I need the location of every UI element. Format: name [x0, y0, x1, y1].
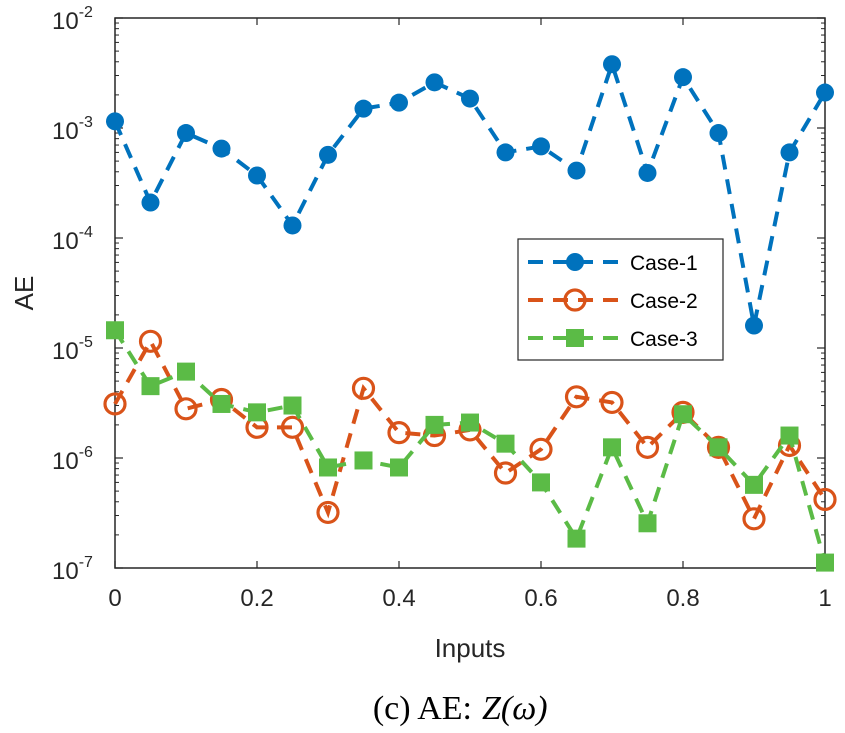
data-point — [248, 403, 266, 422]
data-point — [106, 112, 124, 131]
data-point — [174, 397, 198, 421]
data-point — [390, 458, 408, 477]
data-point — [813, 487, 837, 512]
legend-marker — [563, 288, 587, 312]
data-point — [138, 329, 163, 353]
legend-box — [517, 238, 724, 361]
series-case-1 — [106, 55, 834, 335]
legend-label: Case-1 — [630, 252, 698, 275]
x-tick-label: 0.2 — [240, 585, 273, 612]
data-point — [780, 143, 799, 162]
y-tick-label: 10-7 — [52, 554, 93, 585]
data-point — [248, 166, 266, 185]
data-point — [567, 161, 586, 180]
data-point — [635, 435, 660, 459]
data-point — [283, 216, 302, 235]
data-point — [706, 435, 731, 459]
data-point — [532, 137, 550, 156]
data-point — [603, 55, 621, 74]
x-tick-label: 1 — [818, 585, 831, 612]
x-tick-label: 0.6 — [524, 585, 557, 612]
y-tick-label: 10-6 — [52, 444, 93, 475]
legend-marker — [566, 253, 584, 271]
legend-label: Case-2 — [630, 290, 698, 313]
data-point — [780, 426, 799, 445]
data-point — [816, 83, 834, 102]
x-tick-label: 0.8 — [666, 585, 699, 612]
data-point — [745, 475, 763, 494]
data-point — [387, 421, 411, 445]
data-point — [529, 437, 553, 461]
series-case-2 — [103, 329, 837, 531]
data-point — [106, 321, 124, 340]
data-point — [425, 415, 444, 434]
data-point — [638, 514, 657, 533]
data-point — [496, 143, 515, 162]
data-point — [674, 68, 692, 87]
legend-label: Case-3 — [630, 328, 698, 351]
data-point — [177, 362, 195, 381]
data-point — [354, 99, 373, 118]
data-point — [564, 385, 589, 409]
data-point — [316, 500, 340, 525]
data-point — [212, 139, 231, 158]
data-point — [461, 89, 479, 108]
data-point — [425, 73, 444, 92]
ticks-layer: 0 0.2 0.4 0.6 0.8 1 10-7 10-6 10-5 10-4 10-3 10-2 — [52, 4, 832, 612]
data-point — [742, 507, 766, 531]
data-point — [319, 145, 337, 164]
data-point — [603, 438, 621, 457]
data-point — [709, 124, 728, 143]
data-point — [532, 473, 550, 492]
data-point — [816, 553, 834, 572]
data-point — [103, 392, 127, 416]
y-tick-label: 10-2 — [52, 4, 93, 35]
y-tick-label: 10-4 — [52, 224, 93, 255]
data-point — [390, 93, 408, 112]
data-point — [141, 193, 160, 212]
x-tick-label: 0.4 — [382, 585, 415, 612]
series-layer — [103, 55, 837, 572]
legend: Case-1 Case-2 Case-3 — [517, 238, 724, 361]
data-point — [638, 163, 657, 182]
x-axis-label: Inputs — [435, 633, 506, 663]
data-point — [709, 438, 728, 457]
data-point — [674, 405, 692, 424]
data-point — [493, 461, 518, 485]
legend-marker — [566, 329, 584, 347]
data-point — [280, 415, 305, 439]
legend-items: Case-1 Case-2 Case-3 — [528, 252, 698, 351]
y-tick-label: 10-5 — [52, 334, 93, 365]
figure-caption: (c) AE: — [373, 690, 472, 727]
series-case-3 — [106, 321, 834, 572]
data-point — [600, 390, 624, 415]
data-point — [745, 316, 763, 335]
y-tick-label: 10-3 — [52, 114, 93, 145]
data-point — [351, 376, 376, 400]
x-tick-label: 0 — [108, 585, 121, 612]
data-point — [141, 377, 160, 396]
data-point — [283, 396, 302, 415]
data-point — [319, 458, 337, 477]
data-point — [177, 124, 195, 143]
figure-caption-math: Z(ω) — [482, 690, 548, 727]
data-point — [567, 529, 586, 548]
data-point — [354, 451, 373, 470]
data-point — [212, 394, 231, 413]
series-line — [113, 337, 827, 524]
data-point — [461, 413, 479, 432]
y-axis-label: AE — [9, 276, 39, 311]
data-point — [496, 434, 515, 453]
